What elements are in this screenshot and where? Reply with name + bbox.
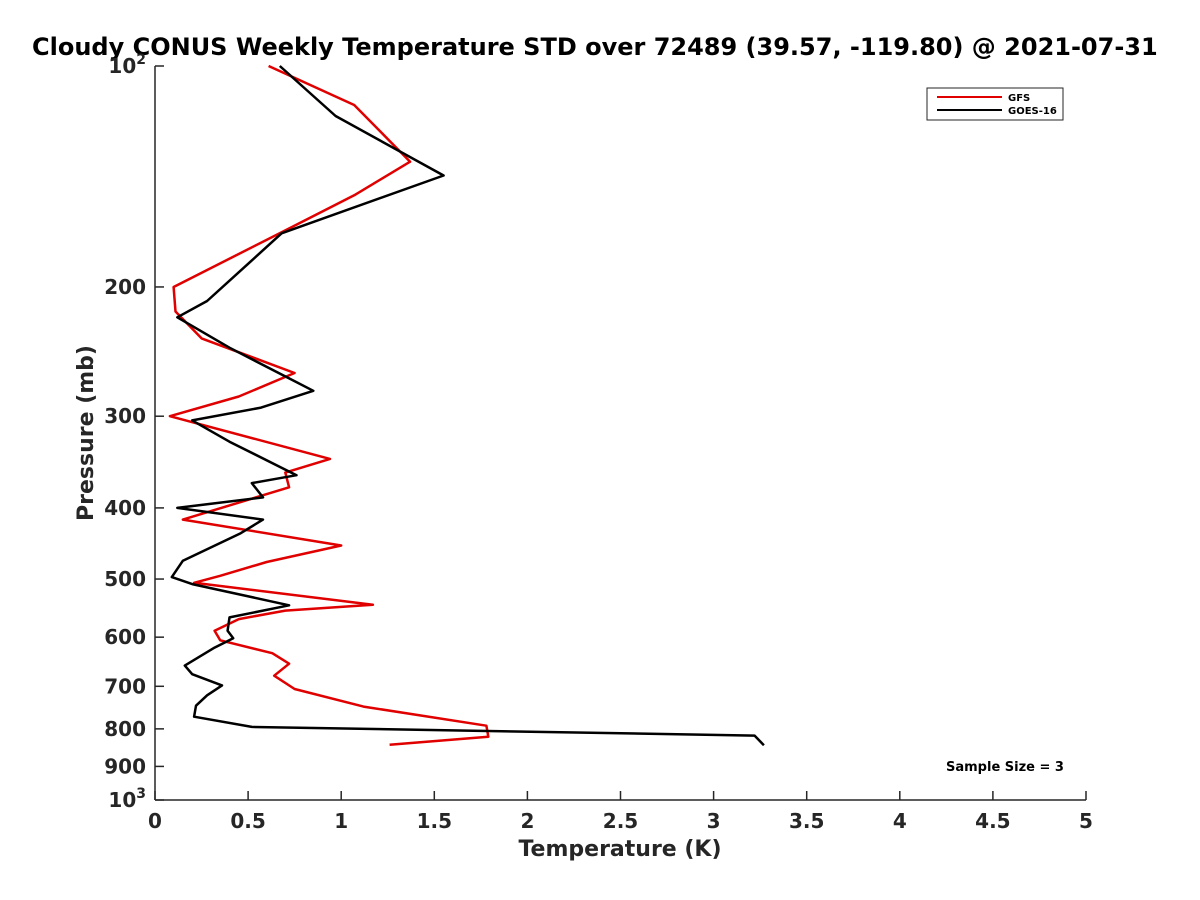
x-tick-label: 0.5: [230, 809, 265, 833]
x-tick-label: 1.5: [417, 809, 452, 833]
x-tick-label: 2: [520, 809, 534, 833]
series-line-gfs: [168, 64, 490, 747]
y-tick-label: 900: [104, 754, 146, 778]
y-axis-ticks: 102 200 300 400 500 600 700 800 900 103: [104, 52, 164, 812]
x-tick-label: 2.5: [603, 809, 638, 833]
y-tick-label: 300: [104, 404, 146, 428]
sample-size-annotation: Sample Size = 3: [946, 760, 1064, 775]
x-tick-label: 1: [334, 809, 348, 833]
y-axis-label: Pressure (mb): [74, 345, 99, 521]
legend-box: [926, 87, 1064, 121]
x-tick-label: 5: [1079, 809, 1093, 833]
y-tick-label: 600: [104, 625, 146, 649]
series-line-goes-16: [170, 65, 765, 747]
x-tick-label: 3: [707, 809, 721, 833]
y-tick-label: 500: [104, 567, 146, 591]
x-tick-label: 0: [148, 809, 162, 833]
y-tick-label: 400: [104, 496, 146, 520]
legend: GFS GOES-16: [926, 87, 1064, 121]
y-tick-label: 102: [108, 52, 146, 78]
y-tick-label: 103: [108, 786, 146, 812]
legend-label-goes-16: GOES-16: [1008, 106, 1057, 117]
chart-title: Cloudy CONUS Weekly Temperature STD over…: [32, 33, 1158, 61]
y-tick-label: 700: [104, 674, 146, 698]
x-axis-ticks: 0 0.5 1 1.5 2 2.5 3 3.5 4 4.5 5: [148, 791, 1093, 833]
x-tick-label: 3.5: [789, 809, 824, 833]
x-tick-label: 4: [893, 809, 907, 833]
x-tick-label: 4.5: [975, 809, 1010, 833]
legend-label-gfs: GFS: [1008, 93, 1030, 104]
y-tick-label: 800: [104, 717, 146, 741]
x-axis-label: Temperature (K): [518, 837, 721, 862]
y-tick-label: 200: [104, 275, 146, 299]
series-lines: [168, 64, 765, 747]
